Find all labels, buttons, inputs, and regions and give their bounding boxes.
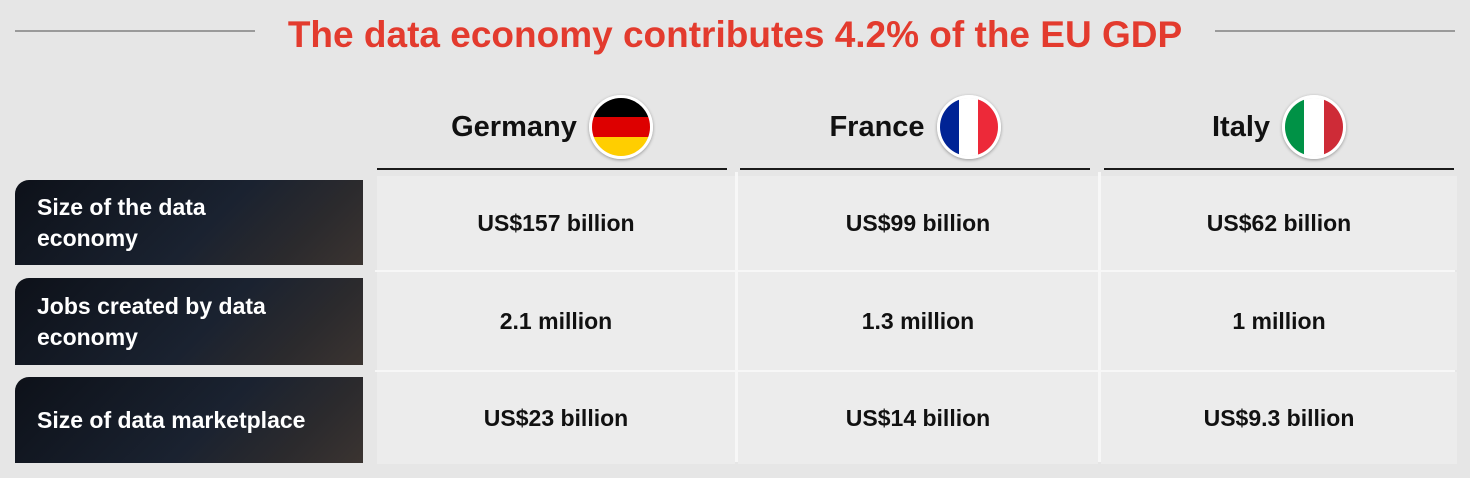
column-header-france: France [740,86,1090,170]
germany-flag-icon [588,95,653,159]
row-divider [375,370,1455,372]
page-title: The data economy contributes 4.2% of the… [287,14,1183,55]
column-divider [1098,172,1101,462]
italy-flag-icon [1282,95,1347,159]
table-cell: US$23 billion [377,372,735,464]
row-label-jobs-created: Jobs created by data economy [15,278,363,365]
table-cell: 1.3 million [738,272,1098,370]
table-cell: US$157 billion [377,176,735,270]
row-label-data-marketplace-size: Size of data marketplace [15,377,363,463]
table-cell: US$62 billion [1101,176,1457,270]
row-divider [375,270,1455,272]
column-header-italy: Italy [1104,86,1454,170]
title-rule-right [1215,30,1455,32]
row-label-data-economy-size: Size of the data economy [15,180,363,265]
france-flag-icon [936,95,1001,159]
table-cell: 2.1 million [377,272,735,370]
table-cell: US$99 billion [738,176,1098,270]
title-rule-left [15,30,255,32]
column-header-germany: Germany [377,86,727,170]
country-name: France [829,110,925,143]
table-cell: 1 million [1101,272,1457,370]
table-cell: US$9.3 billion [1101,372,1457,464]
country-name: Germany [451,110,577,143]
column-divider [735,172,738,462]
country-name: Italy [1211,110,1271,143]
table-cell: US$14 billion [738,372,1098,464]
